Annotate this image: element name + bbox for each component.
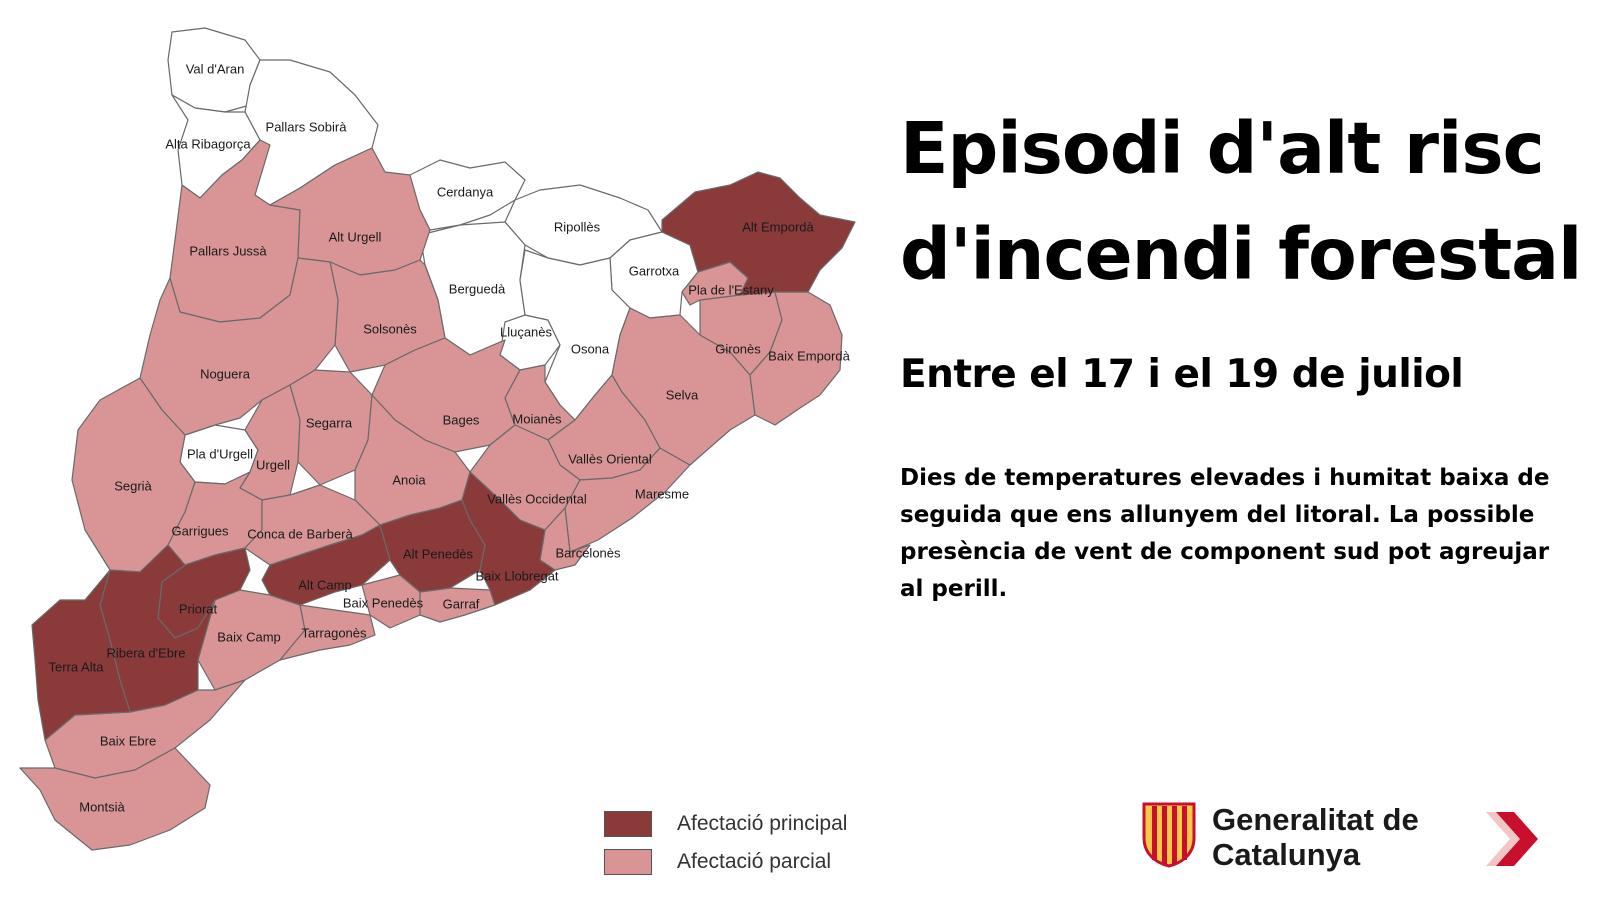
region-baix-llobregat [461, 471, 556, 606]
label-garrigues: Garrigues [171, 523, 229, 538]
legend-swatch-principal [604, 811, 652, 837]
label-terra-alta: Terra Alta [49, 659, 105, 674]
label-conca-de-barbera: Conca de Barberà [247, 526, 353, 541]
label-alt-urgell: Alt Urgell [329, 229, 382, 244]
page-title: Episodi d'alt risc d'incendi forestal [900, 107, 1582, 296]
brand-name: Generalitat de Catalunya [1212, 802, 1419, 872]
label-cerdanya: Cerdanya [437, 184, 494, 199]
label-baix-emporda: Baix Empordà [768, 348, 850, 363]
label-pallars-jussa: Pallars Jussà [189, 243, 267, 258]
label-alt-emporda: Alt Empordà [742, 219, 814, 234]
label-alt-penedes: Alt Penedès [403, 546, 474, 561]
region-baix-emporda [749, 291, 843, 426]
label-valles-oriental: Vallès Oriental [568, 451, 652, 466]
region-tarragones [279, 604, 376, 661]
label-solsones: Solsonès [363, 321, 417, 336]
label-pla-durgell: Pla d'Urgell [187, 446, 253, 461]
label-baix-penedes: Baix Penedès [343, 595, 424, 610]
legend-item-principal: Afectació principal [604, 805, 847, 843]
label-baix-llobregat: Baix Llobregat [475, 568, 558, 583]
region-montsia [19, 747, 211, 851]
legend-item-parcial: Afectació parcial [604, 843, 847, 881]
label-bages: Bages [443, 412, 480, 427]
label-baix-ebre: Baix Ebre [100, 733, 156, 748]
label-alta-ribagorca: Alta Ribagorça [165, 136, 251, 151]
label-bergueda: Berguedà [449, 281, 506, 296]
label-priorat: Priorat [179, 601, 218, 616]
label-pla-de-lestany: Pla de l'Estany [688, 282, 774, 297]
label-anoia: Anoia [392, 472, 426, 487]
label-girones: Gironès [715, 341, 761, 356]
label-segarra: Segarra [306, 415, 353, 430]
label-baix-camp: Baix Camp [217, 629, 281, 644]
label-tarragones: Tarragonès [301, 625, 367, 640]
region-alt-emporda [661, 171, 856, 296]
label-ribera-debre: Ribera d'Ebre [106, 645, 185, 660]
label-maresme: Maresme [635, 486, 689, 501]
catalonia-risk-map: Val d'Aran Pallars Sobirà Alta Ribagorça… [19, 27, 856, 881]
label-moianes: Moianès [512, 411, 562, 426]
map-svg: Val d'Aran Pallars Sobirà Alta Ribagorça… [19, 27, 856, 851]
label-montsia: Montsià [79, 799, 125, 814]
region-alt-camp [261, 524, 391, 606]
region-terra-alta [31, 569, 131, 741]
legend-swatch-parcial [604, 849, 652, 875]
label-garrotxa: Garrotxa [629, 263, 680, 278]
risk-description: Dies de temperatures elevades i humitat … [900, 465, 1550, 602]
label-urgell: Urgell [256, 457, 290, 472]
map-legend: Afectació principal Afectació parcial [604, 805, 847, 881]
region-garraf [419, 587, 496, 623]
label-llucanes: Lluçanès [500, 324, 553, 339]
region-selva [611, 307, 756, 466]
legend-label-principal: Afectació principal [677, 812, 848, 835]
label-noguera: Noguera [200, 366, 251, 381]
chevron-right-icon[interactable] [1478, 806, 1544, 872]
label-valles-occidental: Vallès Occidental [487, 491, 587, 506]
label-selva: Selva [666, 387, 699, 402]
label-alt-camp: Alt Camp [298, 577, 351, 592]
legend-label-parcial: Afectació parcial [677, 850, 832, 873]
label-pallars-sobira: Pallars Sobirà [266, 119, 348, 134]
label-barcelones: Barcelonès [555, 545, 621, 560]
label-val-daran: Val d'Aran [186, 61, 245, 76]
label-segria: Segrià [114, 478, 152, 493]
senyera-crest-icon [1142, 802, 1196, 868]
label-ripolles: Ripollès [554, 219, 601, 234]
label-osona: Osona [571, 341, 610, 356]
date-range-subtitle: Entre el 17 i el 19 de juliol [900, 352, 1464, 397]
label-garraf: Garraf [443, 596, 480, 611]
